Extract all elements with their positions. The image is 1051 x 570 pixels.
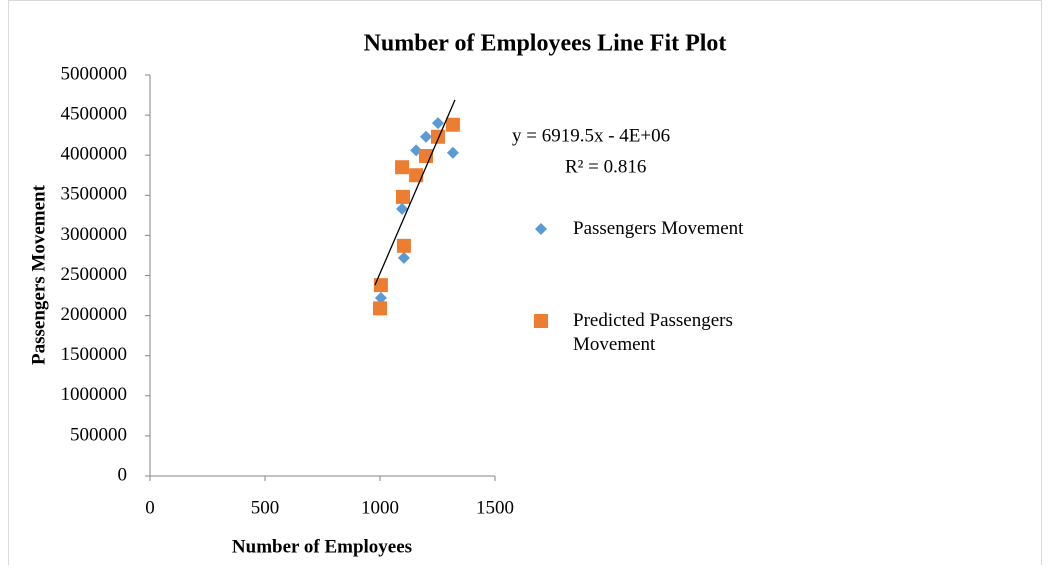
data-point: [409, 168, 424, 183]
r-squared: R² = 0.816: [565, 156, 646, 177]
data-point: [396, 202, 409, 215]
chart-border: [8, 0, 1042, 570]
legend-marker: [535, 223, 547, 235]
x-tick-label: 1500: [476, 497, 514, 518]
y-tick-label: 3000000: [61, 224, 128, 245]
y-tick-label: 2500000: [61, 264, 128, 285]
x-tick-label: 0: [145, 497, 155, 518]
x-axis-label: Number of Employees: [232, 536, 412, 557]
y-tick-label: 1500000: [61, 344, 128, 365]
data-point: [373, 278, 388, 293]
y-tick-label: 4000000: [61, 144, 128, 165]
x-tick-label: 500: [251, 497, 280, 518]
legend-label: Passengers Movement: [573, 218, 744, 239]
y-tick-label: 5000000: [61, 63, 128, 84]
data-point: [431, 117, 444, 130]
data-point: [446, 146, 459, 159]
data-point: [395, 160, 410, 175]
data-point: [397, 251, 410, 264]
y-tick-label: 3500000: [61, 184, 128, 205]
y-tick-label: 1000000: [61, 384, 128, 405]
data-point: [445, 117, 460, 132]
data-point: [373, 301, 387, 316]
trendline-equation: y = 6919.5x - 4E+06: [512, 125, 670, 146]
legend-label: Predicted Passengers Movement: [573, 310, 733, 355]
data-point: [430, 129, 445, 144]
data-point: [396, 189, 410, 204]
y-tick-label: 0: [118, 464, 128, 485]
y-tick-label: 500000: [70, 424, 127, 445]
x-tick-label: 1000: [361, 497, 399, 518]
chart-title: Number of Employees Line Fit Plot: [364, 31, 727, 57]
y-tick-label: 4500000: [61, 103, 128, 124]
data-point: [374, 291, 387, 304]
data-point: [420, 130, 432, 143]
data-point: [396, 238, 411, 253]
y-axis-label: Passengers Movement: [28, 184, 49, 365]
legend-marker: [534, 314, 548, 328]
y-tick-label: 2000000: [61, 304, 128, 325]
trendline: [374, 99, 456, 286]
